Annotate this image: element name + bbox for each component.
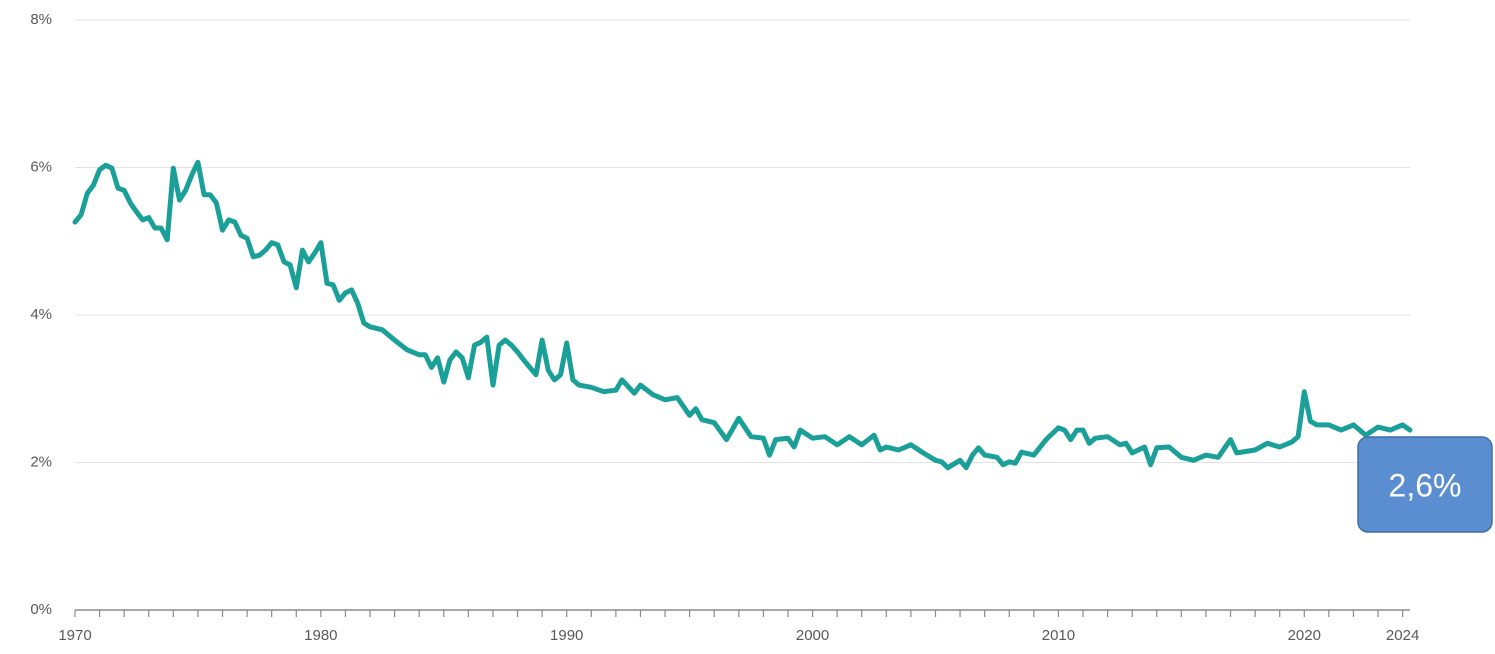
x-tick-label: 2000 [796, 627, 829, 644]
y-tick-label: 8% [30, 11, 52, 28]
y-tick-label: 2% [30, 453, 52, 470]
annotation-background [1357, 436, 1493, 533]
data-line [72, 159, 1413, 471]
x-tick-label: 2010 [1042, 627, 1075, 644]
y-tick-label: 4% [30, 306, 52, 323]
x-tick-label: 1990 [550, 627, 583, 644]
x-tick-label: 1980 [304, 627, 337, 644]
y-tick-label: 6% [30, 158, 52, 175]
x-tick-label: 1970 [58, 627, 91, 644]
annotation-box: 2,6% [1357, 436, 1493, 533]
x-tick-label: 2020 [1288, 627, 1321, 644]
y-tick-label: 0% [30, 601, 52, 618]
x-tick-label: 2024 [1386, 627, 1419, 644]
annotation-label: 2,6% [1389, 467, 1462, 503]
